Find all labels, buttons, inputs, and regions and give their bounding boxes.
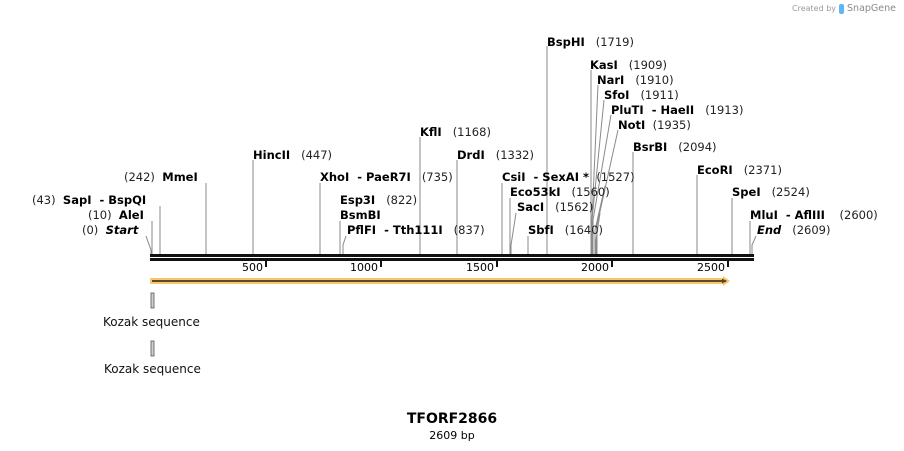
site-end[interactable]: End (2609): [757, 223, 831, 237]
site-xhoi-paer7i[interactable]: XhoI - PaeR7I (735): [320, 170, 453, 184]
site-mmei[interactable]: (242) MmeI: [124, 170, 198, 184]
site-alei[interactable]: (10) AleI: [88, 208, 144, 222]
feature-label-kozak-2[interactable]: Kozak sequence: [104, 362, 201, 376]
sequence-name: TFORF2866: [406, 411, 498, 427]
site-mlui-afliii[interactable]: MluI - AflIII (2600): [750, 208, 878, 222]
kozak-feature-1[interactable]: [150, 292, 155, 309]
site-sapi-bspqi[interactable]: (43) SapI - BspQI: [32, 193, 147, 207]
site-spei[interactable]: SpeI (2524): [732, 185, 810, 199]
site-sbfi[interactable]: SbfI (1640): [528, 223, 604, 237]
site-sfoi[interactable]: SfoI (1911): [604, 88, 679, 102]
site-pluti-haeii[interactable]: PluTI - HaeII (1913): [611, 103, 744, 117]
site-bsmbi[interactable]: BsmBI: [340, 208, 381, 222]
orf-arrow[interactable]: [150, 276, 730, 286]
site-saci[interactable]: SacI (1562): [517, 200, 594, 214]
site-nari[interactable]: NarI (1910): [597, 73, 674, 87]
site-kasi[interactable]: KasI (1909): [590, 58, 668, 72]
credit-prefix: Created by: [792, 4, 837, 13]
site-kfli[interactable]: KflI (1168): [420, 125, 491, 139]
ruler-tick-500: 500: [242, 261, 263, 274]
site-ecori[interactable]: EcoRI (2371): [697, 163, 782, 177]
ruler-tick-1000: 1000: [350, 261, 378, 274]
ruler-tick-2000: 2000: [581, 261, 609, 274]
site-pflfi-tth111i[interactable]: PflFI - Tth111I (837): [347, 223, 485, 237]
feature-label-kozak-1[interactable]: Kozak sequence: [103, 315, 200, 329]
site-esp3i[interactable]: Esp3I (822): [340, 193, 418, 207]
site-start[interactable]: (0) Start: [82, 223, 139, 237]
site-csii-sexai[interactable]: CsiI - SexAI * (1527): [502, 170, 635, 184]
backbone-top-strand: [150, 254, 754, 257]
site-leader-lines: [145, 46, 757, 256]
ruler-ticks: [265, 261, 729, 267]
kozak-feature-2[interactable]: [150, 340, 155, 357]
site-noti[interactable]: NotI (1935): [618, 118, 691, 132]
site-bsphi[interactable]: BspHI (1719): [547, 35, 634, 49]
site-bsrbi[interactable]: BsrBI (2094): [633, 140, 717, 154]
credit-brand: SnapGene: [847, 3, 896, 14]
sequence-length: 2609 bp: [429, 429, 475, 442]
ruler-tick-2500: 2500: [697, 261, 725, 274]
snapgene-logo-icon: [839, 3, 845, 14]
site-eco53ki[interactable]: Eco53kI (1560): [510, 185, 610, 199]
site-hincii[interactable]: HincII (447): [253, 148, 333, 162]
site-drdi[interactable]: DrdI (1332): [457, 148, 534, 162]
snapgene-credit: Created by SnapGene: [792, 3, 896, 14]
backbone-bottom-strand: [150, 258, 754, 261]
ruler-tick-1500: 1500: [466, 261, 494, 274]
